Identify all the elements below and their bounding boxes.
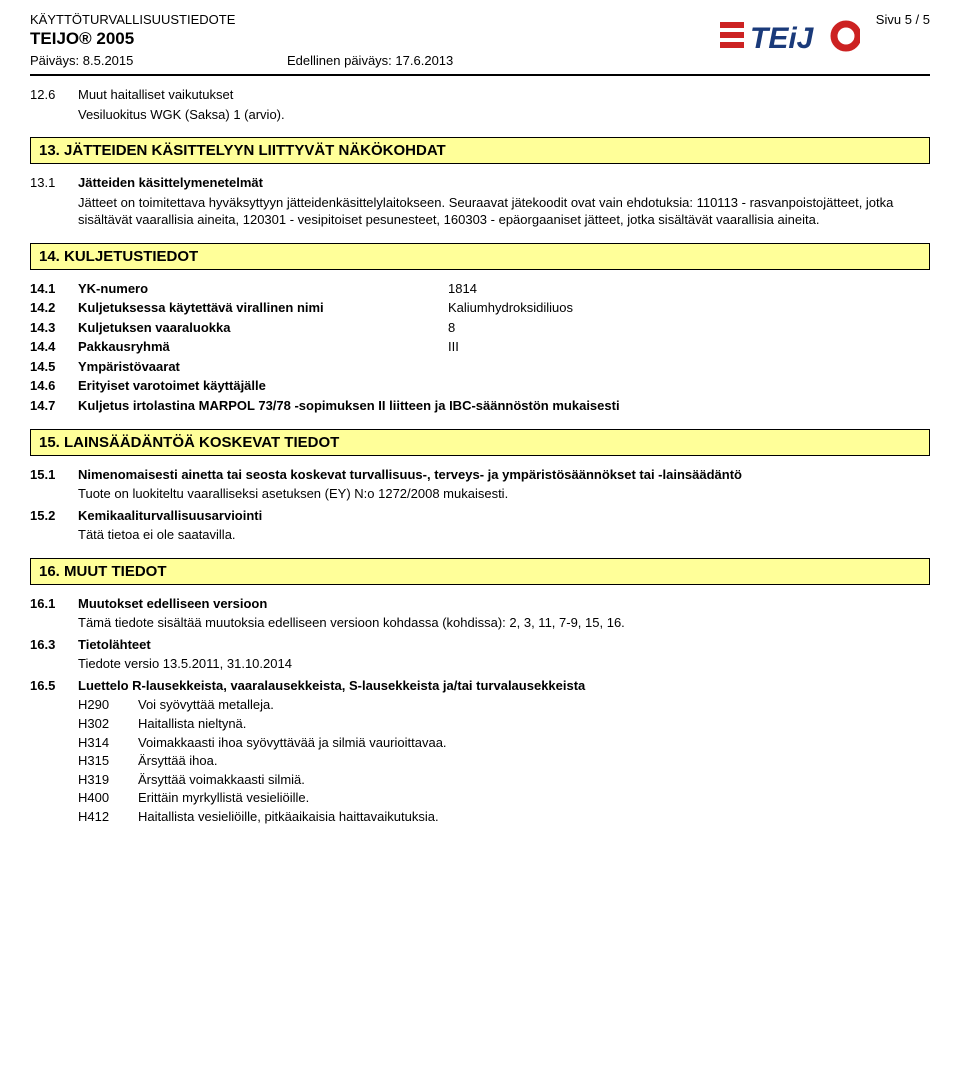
hazard-code: H400: [78, 789, 138, 807]
label: Pakkausryhmä: [78, 338, 448, 356]
hazard-text: Ärsyttää voimakkaasti silmiä.: [138, 771, 930, 789]
hazard-code: H290: [78, 696, 138, 714]
hazard-code: H412: [78, 808, 138, 826]
num-15-2: 15.2: [30, 507, 78, 525]
label: Erityiset varotoimet käyttäjälle: [78, 377, 448, 395]
num-13-1: 13.1: [30, 174, 78, 192]
hazard-row: H314Voimakkaasti ihoa syövyttävää ja sil…: [78, 734, 930, 752]
hazard-row: H400Erittäin myrkyllistä vesieliöille.: [78, 789, 930, 807]
num-16-5: 16.5: [30, 677, 78, 695]
hazard-code: H315: [78, 752, 138, 770]
num-16-1: 16.1: [30, 595, 78, 613]
hazard-row: H412Haitallista vesieliöille, pitkäaikai…: [78, 808, 930, 826]
label-14-7: Kuljetus irtolastina MARPOL 73/78 -sopim…: [78, 397, 930, 415]
date-label: Päiväys:: [30, 53, 79, 68]
row-14-5: 14.5Ympäristövaarat: [30, 358, 930, 376]
row-14-7: 14.7 Kuljetus irtolastina MARPOL 73/78 -…: [30, 397, 930, 415]
hazard-text: Voi syövyttää metalleja.: [138, 696, 930, 714]
row-16-3: 16.3 Tietolähteet: [30, 636, 930, 654]
num-12-6: 12.6: [30, 86, 78, 104]
hazard-text: Voimakkaasti ihoa syövyttävää ja silmiä …: [138, 734, 930, 752]
body-15-1: Tuote on luokiteltu vaaralliseksi asetuk…: [78, 485, 930, 503]
hazard-text: Erittäin myrkyllistä vesieliöille.: [138, 789, 930, 807]
title-16-5: Luettelo R-lausekkeista, vaaralausekkeis…: [78, 677, 930, 695]
num-16-3: 16.3: [30, 636, 78, 654]
title-13-1: Jätteiden käsittelymenetelmät: [78, 174, 930, 192]
label: YK-numero: [78, 280, 448, 298]
row-14-6: 14.6Erityiset varotoimet käyttäjälle: [30, 377, 930, 395]
hazard-row: H302Haitallista nieltynä.: [78, 715, 930, 733]
num: 14.4: [30, 338, 78, 356]
row-14-1: 14.1YK-numero1814: [30, 280, 930, 298]
page-number: Sivu 5 / 5: [876, 12, 930, 27]
row-15-1: 15.1 Nimenomaisesti ainetta tai seosta k…: [30, 466, 930, 484]
body-13-1: Jätteet on toimitettava hyväksyttyyn jät…: [78, 194, 930, 229]
row-12-6: 12.6 Muut haitalliset vaikutukset: [30, 86, 930, 104]
row-14-3: 14.3Kuljetuksen vaaraluokka8: [30, 319, 930, 337]
section-13-bar: 13. JÄTTEIDEN KÄSITTELYYN LIITTYVÄT NÄKÖ…: [30, 137, 930, 164]
num: 14.3: [30, 319, 78, 337]
prev-date-value: 17.6.2013: [395, 53, 453, 68]
title-12-6: Muut haitalliset vaikutukset: [78, 86, 930, 104]
label: Kuljetuksessa käytettävä virallinen nimi: [78, 299, 448, 317]
document-header: KÄYTTÖTURVALLISUUSTIEDOTE TEIJO® 2005 Pä…: [30, 12, 930, 68]
label: Kuljetuksen vaaraluokka: [78, 319, 448, 337]
num-15-1: 15.1: [30, 466, 78, 484]
value: III: [448, 338, 930, 356]
row-13-1: 13.1 Jätteiden käsittelymenetelmät: [30, 174, 930, 192]
hazard-row: H290Voi syövyttää metalleja.: [78, 696, 930, 714]
section-15-bar: 15. LAINSÄÄDÄNTÖÄ KOSKEVAT TIEDOT: [30, 429, 930, 456]
row-16-5: 16.5 Luettelo R-lausekkeista, vaaralause…: [30, 677, 930, 695]
body-16-3: Tiedote versio 13.5.2011, 31.10.2014: [78, 655, 930, 673]
teijo-logo: TEiJ: [720, 16, 860, 63]
value: 8: [448, 319, 930, 337]
body-12-6: Vesiluokitus WGK (Saksa) 1 (arvio).: [78, 106, 930, 124]
title-16-1: Muutokset edelliseen versioon: [78, 595, 930, 613]
num: 14.1: [30, 280, 78, 298]
section-14-bar: 14. KULJETUSTIEDOT: [30, 243, 930, 270]
svg-text:TEiJ: TEiJ: [750, 22, 815, 55]
hazard-text: Haitallista nieltynä.: [138, 715, 930, 733]
row-16-1: 16.1 Muutokset edelliseen versioon: [30, 595, 930, 613]
row-15-2: 15.2 Kemikaaliturvallisuusarviointi: [30, 507, 930, 525]
num: 14.2: [30, 299, 78, 317]
header-rule: [30, 74, 930, 76]
hazard-code: H314: [78, 734, 138, 752]
label: Ympäristövaarat: [78, 358, 448, 376]
hazard-row: H319Ärsyttää voimakkaasti silmiä.: [78, 771, 930, 789]
hazard-code: H319: [78, 771, 138, 789]
hazard-text: Haitallista vesieliöille, pitkäaikaisia …: [138, 808, 930, 826]
prev-date-label: Edellinen päiväys:: [287, 53, 392, 68]
title-16-3: Tietolähteet: [78, 636, 930, 654]
body-15-2: Tätä tietoa ei ole saatavilla.: [78, 526, 930, 544]
section-16-bar: 16. MUUT TIEDOT: [30, 558, 930, 585]
row-14-4: 14.4PakkausryhmäIII: [30, 338, 930, 356]
num-14-7: 14.7: [30, 397, 78, 415]
hazard-table: H290Voi syövyttää metalleja.H302Haitalli…: [78, 696, 930, 825]
hazard-row: H315Ärsyttää ihoa.: [78, 752, 930, 770]
date-value: 8.5.2015: [83, 53, 134, 68]
value: 1814: [448, 280, 930, 298]
hazard-code: H302: [78, 715, 138, 733]
body-16-1: Tämä tiedote sisältää muutoksia edellise…: [78, 614, 930, 632]
value: Kaliumhydroksidiliuos: [448, 299, 930, 317]
row-14-2: 14.2Kuljetuksessa käytettävä virallinen …: [30, 299, 930, 317]
title-15-2: Kemikaaliturvallisuusarviointi: [78, 507, 930, 525]
title-15-1: Nimenomaisesti ainetta tai seosta koskev…: [78, 466, 930, 484]
num: 14.5: [30, 358, 78, 376]
hazard-text: Ärsyttää ihoa.: [138, 752, 930, 770]
num: 14.6: [30, 377, 78, 395]
